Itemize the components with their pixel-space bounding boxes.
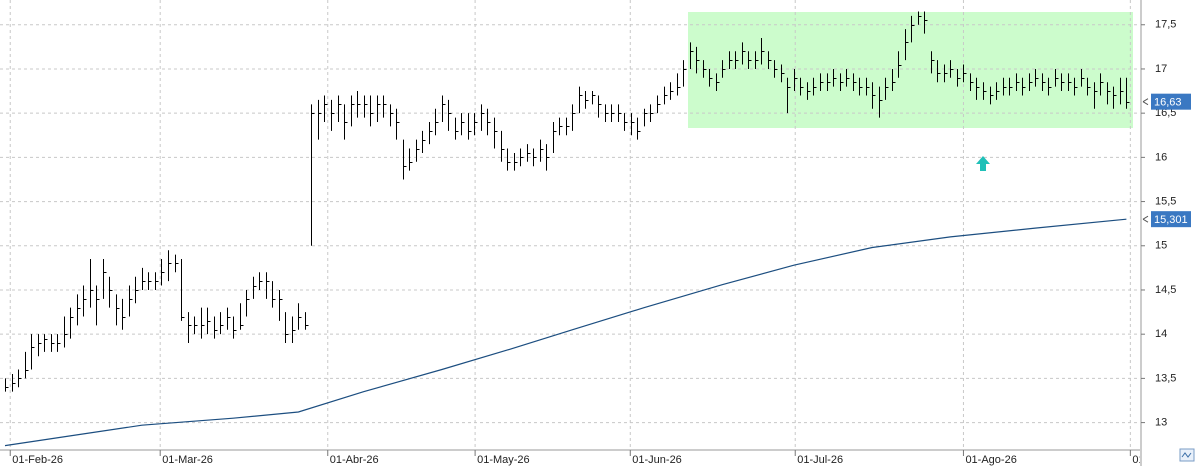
y-axis: 13 13,5 14 14,5 15 15,5 16 16,5 17 17,5 16,63 15,30…	[1141, 19, 1191, 428]
ma-last-tag-pointer	[1142, 215, 1149, 223]
last-price-tag-label: 16,63	[1154, 97, 1182, 109]
y-tick-label: 14	[1155, 328, 1167, 340]
ma-last-tag-label: 15,301	[1154, 214, 1188, 226]
x-tick-label: 01-Ago-26	[965, 454, 1016, 466]
x-tick-label: 01-Jun-26	[632, 454, 682, 466]
y-tick-label: 15	[1155, 240, 1167, 252]
up-arrow-annotation	[976, 156, 990, 171]
y-tick-label: 16	[1155, 151, 1167, 163]
x-tick-label: 01-Sep-26	[1132, 454, 1183, 466]
last-price-tag	[1151, 93, 1191, 110]
moving-average-line	[4, 218, 1127, 447]
y-tick-label: 17	[1155, 63, 1167, 75]
highlight-zone	[688, 12, 1133, 128]
x-axis: 01-Feb-26 01-Mar-26 01-Abr-26 01-May-26 01-J…	[0, 449, 1183, 466]
last-price-tag-pointer	[1142, 98, 1149, 106]
scale-button-icon	[1181, 452, 1192, 458]
x-tick-label: 01-Abr-26	[330, 454, 379, 466]
y-tick-label: 17,5	[1155, 19, 1176, 31]
mark-layer	[4, 11, 1130, 447]
y-tick-label: 13,5	[1155, 372, 1176, 384]
y-tick-label: 14,5	[1155, 284, 1176, 296]
x-tick-label: 01-Jul-26	[797, 454, 843, 466]
x-tick-label: 01-May-26	[477, 454, 530, 466]
ma-last-tag	[1151, 211, 1191, 228]
y-tick-label: 16,5	[1155, 107, 1176, 119]
x-tick-label: 01-Feb-26	[12, 454, 63, 466]
y-tick-label: 15,5	[1155, 195, 1176, 207]
y-tick-label: 13	[1155, 416, 1167, 428]
x-tick-label: 01-Mar-26	[162, 454, 213, 466]
price-axis-panel	[1141, 0, 1203, 466]
grid-layer	[0, 0, 1140, 450]
